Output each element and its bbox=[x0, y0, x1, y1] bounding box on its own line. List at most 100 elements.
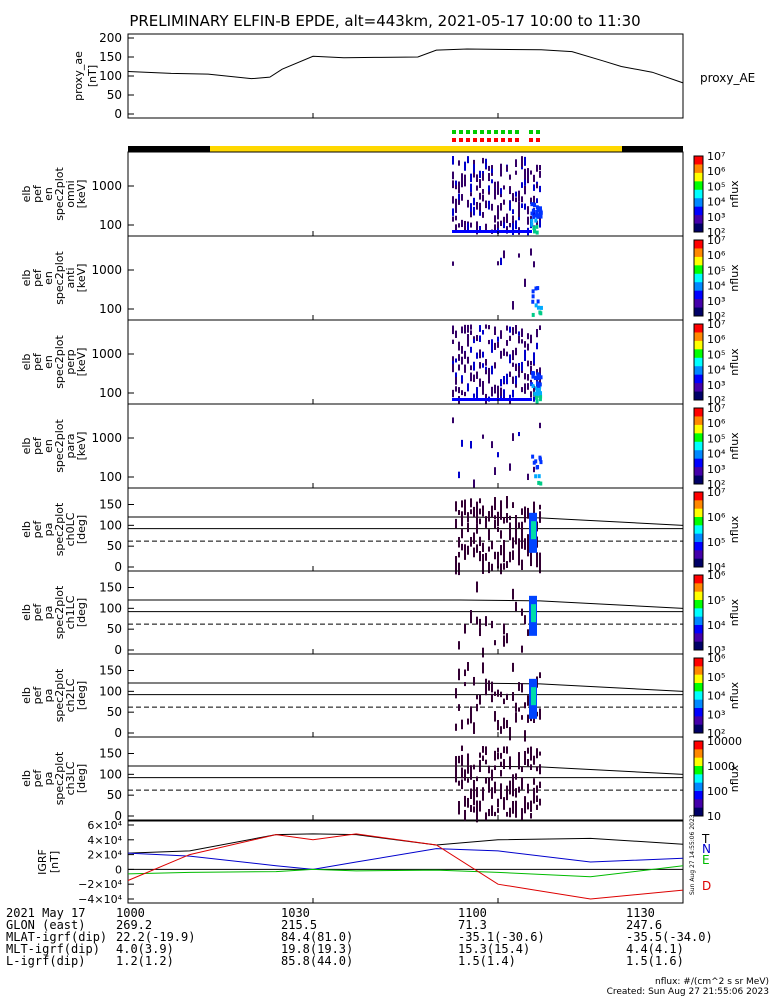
pa-pixel bbox=[536, 555, 538, 567]
pa-pixel bbox=[467, 522, 469, 533]
spectrogram-pixel bbox=[521, 328, 523, 337]
pa-pixel bbox=[536, 766, 538, 772]
spectrogram-pixel bbox=[506, 340, 508, 346]
panel-ylabel: pef bbox=[31, 436, 44, 455]
pa-pixel bbox=[458, 802, 460, 811]
pa-pixel bbox=[464, 544, 466, 554]
pa-pixel bbox=[527, 759, 529, 765]
colorbar-frame bbox=[693, 155, 704, 233]
spectrogram-pixel bbox=[467, 199, 469, 205]
pa-pixel bbox=[467, 662, 469, 671]
spectrogram-pixel bbox=[467, 383, 469, 392]
pa-pixel bbox=[482, 662, 484, 668]
igrf-series-T bbox=[127, 833, 684, 854]
spectrogram-pixel bbox=[530, 222, 534, 227]
spectrogram-pixel bbox=[509, 174, 511, 180]
pa-pixel bbox=[503, 635, 505, 647]
colorbar-segment bbox=[694, 799, 703, 809]
pa-pixel bbox=[533, 778, 535, 785]
colorbar-tick-label: 10⁴ bbox=[707, 561, 726, 574]
pa-pixel bbox=[494, 811, 496, 817]
pa-pixel bbox=[500, 783, 502, 795]
spectrogram-pixel bbox=[464, 324, 466, 334]
pa-pixel bbox=[515, 530, 517, 543]
pa-pixel bbox=[531, 687, 536, 706]
spectrogram-pixel bbox=[455, 183, 457, 190]
pa-pixel bbox=[491, 541, 493, 550]
spectrogram-pixel bbox=[506, 165, 508, 172]
pa-pixel bbox=[476, 581, 478, 593]
plot-title: PRELIMINARY ELFIN-B EPDE, alt=443km, 202… bbox=[129, 12, 640, 30]
spectrogram-pixel bbox=[479, 209, 481, 216]
spectrogram-pixel bbox=[512, 433, 514, 441]
ephemeris-value: 1100 bbox=[458, 906, 487, 920]
spectrogram-pixel bbox=[539, 214, 543, 219]
pa-pixel bbox=[491, 563, 493, 571]
science-zone-marker-red bbox=[536, 138, 540, 142]
science-zone-marker-red bbox=[515, 138, 519, 142]
pa-pixel bbox=[509, 532, 511, 541]
pa-pixel bbox=[458, 510, 460, 515]
pa-pixel bbox=[470, 765, 472, 772]
pa-pixel bbox=[464, 775, 466, 781]
colorbar-segment bbox=[694, 424, 703, 434]
ephemeris-value: 1.2(1.2) bbox=[116, 954, 174, 968]
ephemeris-value: 1030 bbox=[281, 906, 310, 920]
pa-pixel bbox=[503, 797, 505, 807]
pa-pixel bbox=[461, 754, 463, 766]
colorbar-label: nflux bbox=[728, 681, 741, 709]
pa-pixel bbox=[470, 768, 472, 776]
pa-pixel bbox=[485, 746, 487, 756]
colorbar-segment bbox=[694, 508, 703, 518]
panel-ylabel: pa bbox=[42, 606, 55, 620]
pa-pixel bbox=[479, 759, 481, 767]
spectrogram-pixel bbox=[479, 179, 481, 188]
spectrogram-pixel bbox=[512, 209, 514, 215]
spectrogram-pixel bbox=[473, 479, 475, 488]
spectrogram-pixel bbox=[532, 371, 536, 376]
science-zone-marker-green bbox=[473, 130, 477, 134]
spectrogram-pixel bbox=[539, 367, 541, 374]
colorbar-segment bbox=[694, 416, 703, 426]
pa-pixel bbox=[536, 748, 538, 759]
pa-pixel bbox=[473, 806, 475, 813]
pa-pixel bbox=[464, 669, 466, 677]
pa-pixel bbox=[500, 563, 502, 575]
colorbar-tick-label: 10⁷ bbox=[707, 234, 725, 247]
pa-pixel bbox=[479, 694, 481, 705]
panel-ylabel: elb bbox=[20, 604, 33, 621]
ytick-label: 50 bbox=[107, 705, 122, 719]
igrf-ytick-label: −4×10⁴ bbox=[78, 893, 122, 906]
colorbar-tick-label: 10⁶ bbox=[707, 569, 726, 582]
spectrogram-pixel bbox=[476, 221, 478, 229]
pa-pixel bbox=[521, 645, 523, 653]
pa-pixel bbox=[488, 516, 490, 522]
pa-pixel bbox=[485, 777, 487, 784]
spectrogram-pixel bbox=[470, 324, 472, 330]
spectrogram-pixel bbox=[535, 224, 539, 229]
ephemeris-row-label: MLT-igrf(dip) bbox=[6, 942, 100, 956]
colorbar-tick-label: 10⁶ bbox=[707, 511, 726, 524]
spectrogram-pixel bbox=[470, 173, 472, 183]
spectrogram-pixel bbox=[533, 466, 535, 473]
spectrogram-pixel bbox=[538, 310, 542, 315]
colorbar-segment bbox=[694, 433, 703, 443]
spectrogram-pixel bbox=[467, 202, 469, 208]
spectrogram-pixel bbox=[521, 203, 523, 208]
ytick-label: 1000 bbox=[91, 179, 122, 193]
pa-pixel bbox=[455, 756, 457, 767]
panel-ylabel: pef bbox=[31, 769, 44, 788]
panel-ylabel: pef bbox=[31, 352, 44, 371]
spectrogram-pixel bbox=[458, 197, 460, 205]
spectrogram-pixel bbox=[537, 388, 541, 393]
pa-pixel bbox=[473, 722, 475, 734]
footer-created: Created: Sun Aug 27 21:55:06 2023 bbox=[606, 987, 769, 997]
spectrogram-pixel bbox=[503, 222, 505, 228]
pa-pixel bbox=[497, 719, 499, 731]
pa-pixel bbox=[458, 704, 460, 711]
pa-pixel bbox=[509, 523, 511, 535]
spectrogram-pixel bbox=[536, 329, 538, 338]
colorbar-segment bbox=[694, 265, 703, 275]
